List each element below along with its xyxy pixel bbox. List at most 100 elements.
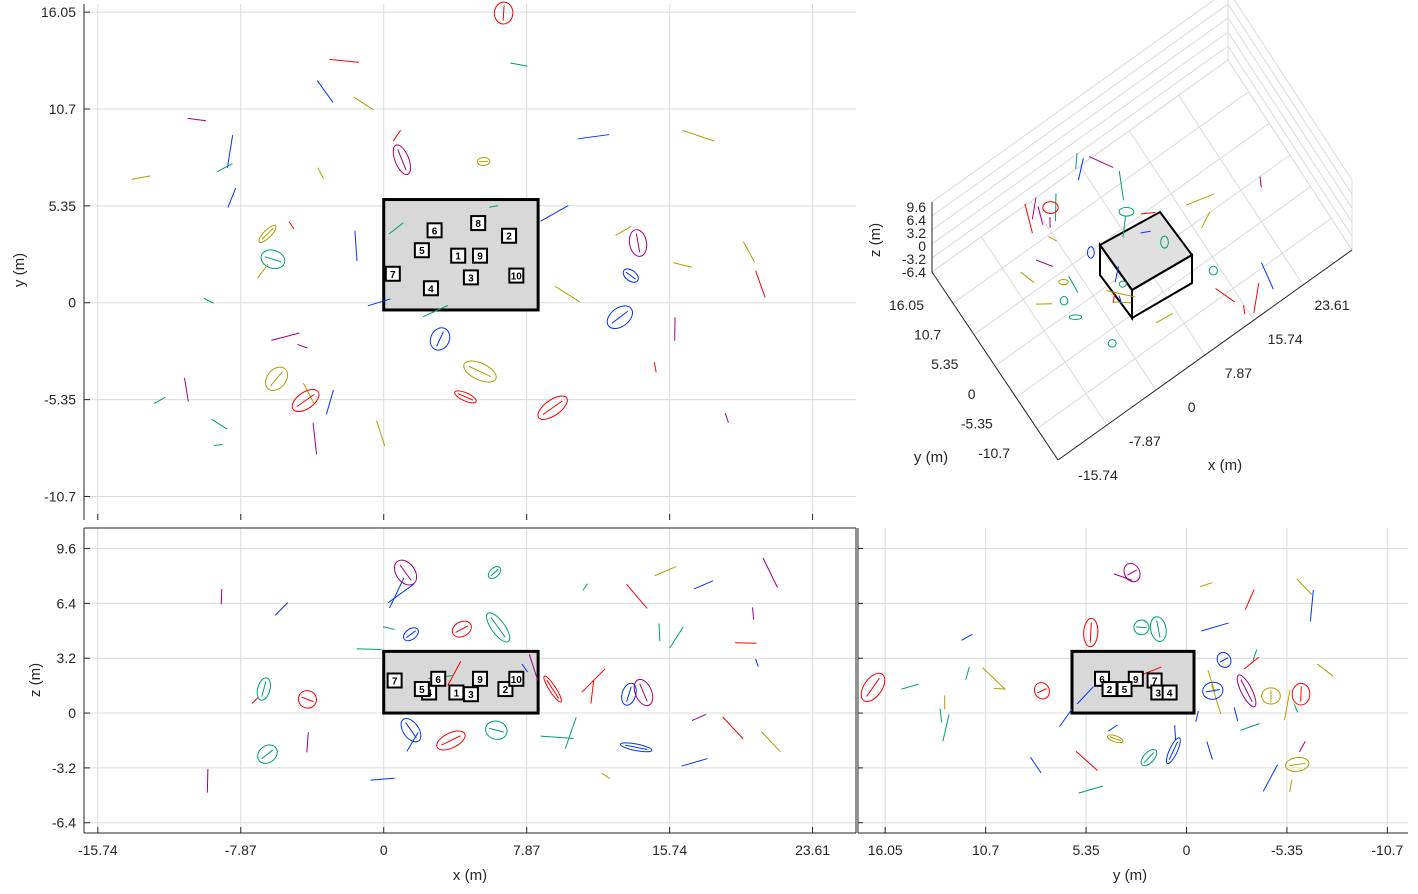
xy-plot-node-label: 5 (419, 246, 425, 257)
xy-plot-estimate-segment (353, 96, 374, 111)
xy-plot-node-label: 2 (506, 232, 512, 243)
3d-plot-estimate-segment (1140, 212, 1156, 215)
xz-plot-estimate-segment (387, 583, 415, 604)
yz-plot-ellipse-axis (1156, 620, 1161, 638)
xy-plot-ylabel: y (m) (11, 253, 28, 287)
xz-plot-uncertainty-ellipse (486, 612, 511, 643)
yz-plot-estimate-segment (1075, 751, 1098, 771)
yz-plot-estimate-segment (1283, 689, 1291, 721)
xy-plot-ellipse-axis (264, 256, 282, 263)
xz-plot-uncertainty-ellipse (543, 675, 562, 703)
yz-plot-estimate-segment (1199, 582, 1213, 588)
3d-plot-panel: -15.74 -7.87 0 7.87 15.74 23.61 16.05 10.7 5.35 0… (867, 0, 1353, 483)
xz-plot-estimate-segment (389, 577, 405, 609)
xy-plot-estimate-segment (187, 117, 206, 122)
xy-plot-estimate-segment (316, 80, 334, 103)
xz-plot-estimate-segment (669, 626, 684, 649)
xz-plot-ellipse-axis (490, 568, 499, 577)
yz-plot-xtick-label: -5.35 (1271, 842, 1303, 858)
yz-plot-estimate-segment (1293, 704, 1299, 713)
xz-plot-ellipse-axis (261, 749, 274, 760)
yz-plot-uncertainty-ellipse (1202, 681, 1224, 700)
3d-plot-estimate-segment (1037, 206, 1044, 225)
xy-plot-uncertainty-ellipse (260, 249, 286, 270)
3d-plot-wall-grid (931, 0, 1215, 203)
xy-plot-uncertainty-ellipse (493, 1, 514, 25)
yz-plot-uncertainty-ellipse (1083, 617, 1099, 648)
yz-plot-node-box (1161, 684, 1178, 701)
xy-plot-node-box (450, 247, 467, 264)
xy-plot-estimate-segment (131, 175, 151, 180)
xy-plot-estimate-segment (354, 230, 358, 262)
xy-plot-ellipse-axis (635, 233, 641, 253)
xy-plot-ellipse-axis (270, 371, 283, 387)
xz-plot-xtick-label: 15.74 (652, 842, 687, 858)
xz-plot-node-box (413, 681, 430, 698)
xz-plot-ellipse-axis (488, 727, 504, 733)
yz-plot-estimate-segment (1206, 741, 1213, 760)
3d-plot-estimate-segment (1114, 266, 1120, 283)
xy-plot-ellipse-axis (261, 227, 274, 240)
3d-plot-estimate-segment (1088, 156, 1114, 168)
3d-plot-uncertainty-ellipse (1208, 265, 1219, 276)
3d-plot-wall-grid (1227, 3, 1353, 195)
xy-plot-ellipse-axis (436, 331, 444, 347)
xz-plot-estimate-segment (206, 768, 209, 793)
yz-plot-xtick-label: -10.7 (1371, 842, 1403, 858)
xy-plot-ellipse-axis (457, 393, 474, 401)
yz-plot-ellipse-axis (1127, 569, 1137, 576)
3d-plot-xtick-label: 0 (1188, 399, 1196, 415)
xy-plot-estimate-segment (297, 343, 308, 349)
yz-plot-uncertainty-ellipse (1123, 562, 1141, 583)
xz-plot-xtick-label: -15.74 (78, 842, 118, 858)
xy-plot-node-box (422, 280, 439, 297)
yz-plot-ticks: 16.05 10.7 5.35 0 -5.35 -10.7 (857, 528, 1408, 858)
xy-plot-uncertainty-ellipse (429, 327, 451, 351)
3d-plot-box (931, 0, 1353, 461)
xz-plot-ytick-label: 9.6 (57, 541, 77, 557)
3d-plot-estimate-segment (1068, 275, 1079, 293)
xz-plot-estimate-segment (722, 716, 744, 740)
yz-plot-node-label: 9 (1133, 675, 1139, 686)
xz-plot-node-box (430, 670, 447, 687)
xy-plot-estimate-segment (673, 262, 693, 268)
3d-plot-ylabel: y (m) (914, 449, 948, 466)
yz-plot-ellipse-axis (1205, 689, 1220, 693)
3d-plot-estimate-segment (1112, 301, 1132, 304)
xz-plot-uncertainty-ellipse (403, 627, 419, 642)
3d-plot-estimate-segment (1261, 262, 1274, 290)
xz-plot-ellipse-axis (399, 564, 412, 581)
xz-plot-estimate-segment (306, 732, 309, 753)
3d-plot-wall-grid (1227, 17, 1353, 209)
3d-plot-ytick-label: 0 (968, 386, 976, 402)
xz-plot-xtick-label: 23.61 (795, 842, 830, 858)
3d-plot-wall-grid (931, 45, 1229, 259)
xy-plot-uncertainty-ellipse (265, 366, 289, 391)
yz-plot-ellipse-axis (1289, 762, 1306, 767)
xy-plot-ytick-label: 0 (68, 295, 76, 311)
yz-plot-estimate-segment (1296, 578, 1313, 595)
xy-plot-uncertainty-ellipse (537, 395, 568, 420)
yz-plot-marks (860, 562, 1334, 794)
yz-plot-ellipse-axis (1136, 626, 1147, 629)
xz-plot-uncertainty-ellipse (256, 677, 271, 701)
yz-plot-ellipse-axis (1168, 741, 1178, 760)
yz-plot-ellipse-axis (1089, 622, 1092, 643)
3d-plot-estimate-segment (1048, 235, 1057, 242)
yz-plot-estimate-segment (1289, 779, 1293, 793)
xy-plot-estimate-segment (577, 134, 610, 140)
3d-plot-estimate-segment (1024, 203, 1033, 234)
yz-plot-uncertainty-ellipse (1106, 734, 1124, 744)
3d-plot-estimate-segment (1020, 271, 1035, 283)
xy-plot-uncertainty-ellipse (258, 224, 277, 243)
xy-plot-node-box (426, 222, 443, 239)
yz-plot-uncertainty-ellipse (1165, 737, 1181, 765)
3d-plot-xgrid (1178, 95, 1304, 286)
xz-plot-estimate-segment (582, 583, 588, 591)
yz-plot-uncertainty-ellipse (1261, 687, 1281, 705)
yz-plot-estimate-segment (939, 708, 943, 723)
xy-plot-estimate-segment (329, 58, 359, 63)
3d-plot-ticks: -15.74 -7.87 0 7.87 15.74 23.61 16.05 10.7 5.35 0… (889, 199, 1353, 483)
xz-plot-ylabel: z (m) (27, 663, 44, 697)
3d-plot-wall-grid (1233, 0, 1353, 181)
